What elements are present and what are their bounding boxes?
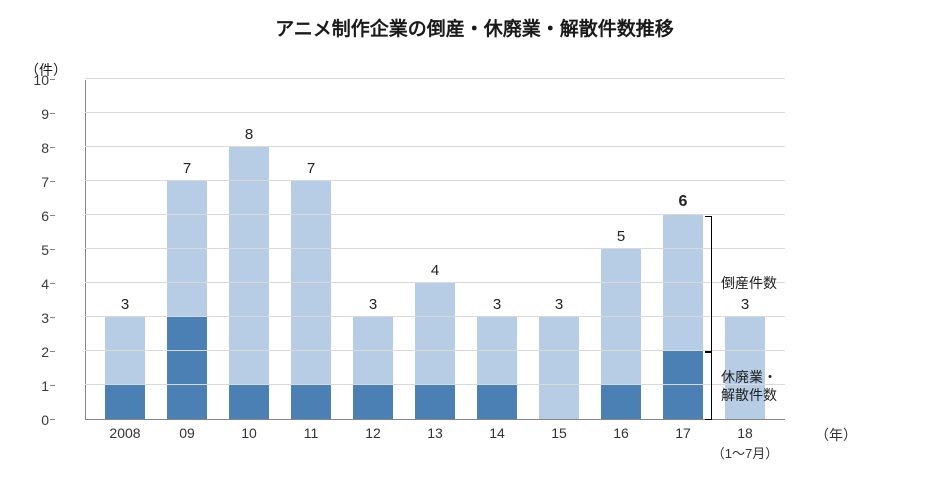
bar-segment-top	[105, 317, 145, 385]
bar-segment-bottom	[477, 385, 517, 419]
x-tick-label: 13	[427, 425, 443, 441]
x-tick-label: 11	[304, 425, 319, 441]
bar-segment-bottom	[229, 385, 269, 419]
bar-total-label: 3	[741, 296, 749, 313]
x-tick-label: 18	[737, 425, 753, 441]
bar-total-label: 7	[307, 160, 315, 177]
x-tick-label: 14	[489, 425, 505, 441]
bar-segment-top	[167, 181, 207, 317]
bar-total-label: 5	[617, 228, 625, 245]
chart-area: （件） 012345678910 37873433563 20080910111…	[55, 70, 895, 470]
y-tick-mark	[50, 351, 55, 352]
bar-total-label: 8	[245, 126, 253, 143]
bracket-top	[706, 216, 712, 352]
y-tick-mark	[50, 215, 55, 216]
plot-area: 37873433563	[85, 80, 785, 420]
bar: 3	[353, 317, 393, 419]
y-tick-mark	[50, 181, 55, 182]
bar-segment-top	[539, 317, 579, 419]
x-tick-sublabel: （1～7月）	[712, 443, 778, 462]
bar: 3	[539, 317, 579, 419]
bar-segment-bottom	[167, 317, 207, 419]
bar: 6	[663, 215, 703, 419]
annotation-bottom-label: 休廃業・解散件数	[721, 368, 777, 404]
bar: 5	[601, 249, 641, 419]
bar: 8	[229, 147, 269, 419]
bar-total-label: 3	[555, 296, 563, 313]
y-tick-label: 2	[21, 344, 49, 360]
gridline	[85, 146, 785, 147]
y-tick-label: 7	[21, 174, 49, 190]
bar: 4	[415, 283, 455, 419]
bars-container: 37873433563	[85, 80, 785, 419]
bar-total-label: 4	[431, 262, 439, 279]
x-axis-unit: （年）	[815, 425, 857, 445]
gridline	[85, 350, 785, 351]
x-tick-label: 17	[675, 425, 691, 441]
y-tick-mark	[50, 147, 55, 148]
gridline	[85, 282, 785, 283]
y-tick-label: 3	[21, 310, 49, 326]
bracket-bottom	[706, 352, 712, 420]
y-tick-mark	[50, 385, 55, 386]
x-tick-label: 10	[241, 425, 257, 441]
bar-segment-bottom	[663, 351, 703, 419]
chart-title: アニメ制作企業の倒産・休廃業・解散件数推移	[0, 0, 949, 41]
x-tick-label: 15	[551, 425, 567, 441]
gridline	[85, 78, 785, 79]
gridline	[85, 248, 785, 249]
gridline	[85, 384, 785, 385]
bar-segment-bottom	[105, 385, 145, 419]
x-tick-label: 16	[613, 425, 629, 441]
bar-segment-bottom	[415, 385, 455, 419]
y-tick-label: 6	[21, 208, 49, 224]
bar-segment-top	[291, 181, 331, 385]
gridline	[85, 316, 785, 317]
y-tick-label: 4	[21, 276, 49, 292]
bar-segment-top	[601, 249, 641, 385]
y-tick-label: 1	[21, 378, 49, 394]
bar-total-label: 7	[183, 160, 191, 177]
bar-total-label: 3	[121, 296, 129, 313]
y-tick-label: 8	[21, 140, 49, 156]
annotation-top-label: 倒産件数	[721, 274, 777, 292]
bar: 3	[477, 317, 517, 419]
gridline	[85, 180, 785, 181]
bar-segment-top	[353, 317, 393, 385]
bar-total-label: 6	[679, 193, 688, 211]
bar-segment-bottom	[353, 385, 393, 419]
y-tick-mark	[50, 317, 55, 318]
y-tick-label: 10	[21, 72, 49, 88]
x-tick-label: 2008	[109, 425, 140, 441]
bar-segment-bottom	[291, 385, 331, 419]
bar: 3	[105, 317, 145, 419]
y-tick-label: 5	[21, 242, 49, 258]
bar-segment-top	[415, 283, 455, 385]
bar-total-label: 3	[369, 296, 377, 313]
y-tick-mark	[50, 419, 55, 420]
y-tick-mark	[50, 113, 55, 114]
y-tick-label: 9	[21, 106, 49, 122]
bar-segment-top	[477, 317, 517, 385]
y-tick-mark	[50, 283, 55, 284]
bar-total-label: 3	[493, 296, 501, 313]
y-tick-mark	[50, 249, 55, 250]
gridline	[85, 214, 785, 215]
x-tick-label: 09	[179, 425, 195, 441]
bar-segment-top	[663, 215, 703, 351]
bar-segment-bottom	[601, 385, 641, 419]
x-axis: 2008 09 10 11 12 13 14 15 16 17 18 （1～7月）	[85, 425, 785, 465]
x-tick-label: 12	[365, 425, 381, 441]
y-tick-label: 0	[21, 412, 49, 428]
y-tick-mark	[50, 79, 55, 80]
gridline	[85, 112, 785, 113]
